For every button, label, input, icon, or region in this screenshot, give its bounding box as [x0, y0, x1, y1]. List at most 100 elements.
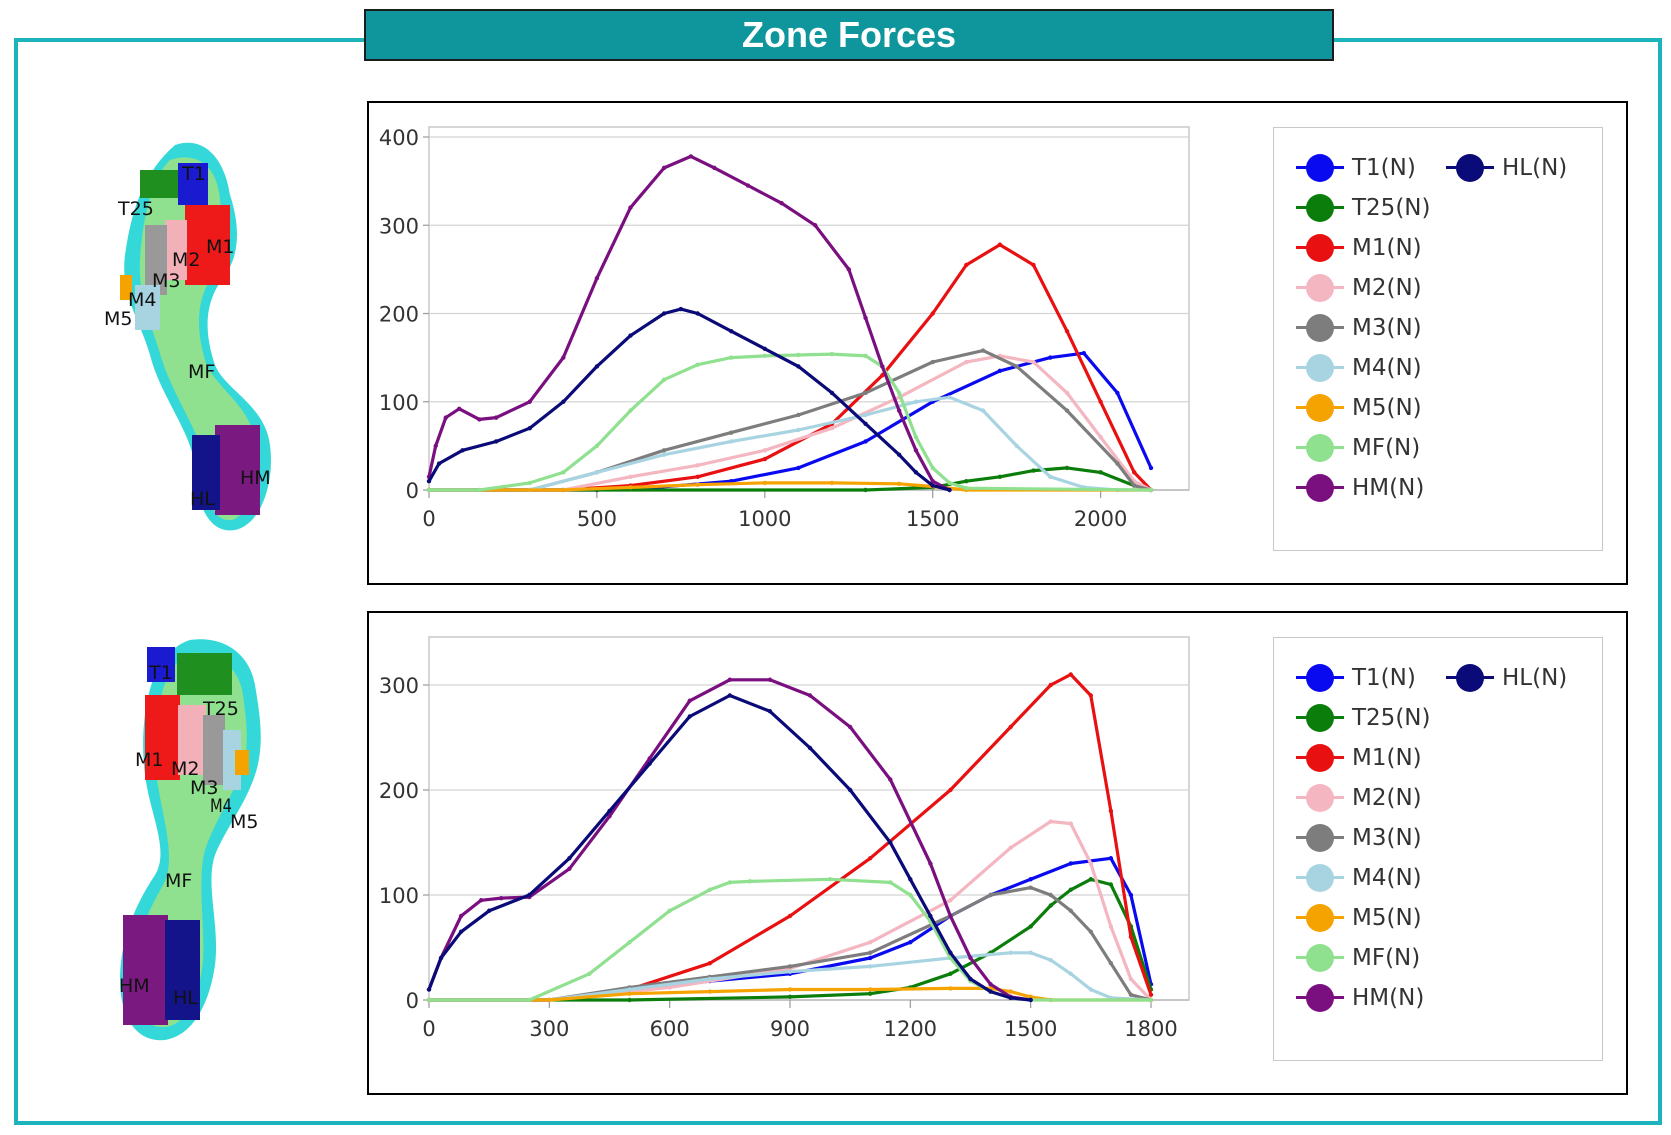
- data-point: [1108, 961, 1114, 966]
- legend-marker-icon: [1296, 703, 1344, 733]
- data-point: [863, 421, 868, 427]
- zone-t1: [147, 647, 175, 682]
- data-point: [1108, 924, 1114, 929]
- data-point: [1148, 487, 1154, 493]
- data-point: [587, 971, 592, 976]
- data-point: [1048, 819, 1053, 824]
- y-tick-label: 200: [379, 303, 419, 327]
- data-point: [948, 986, 953, 991]
- legend-label: M1(N): [1352, 235, 1422, 261]
- legend-item-t1: T1(N): [1296, 663, 1416, 693]
- legend-item-t25: T25(N): [1296, 703, 1430, 733]
- data-point: [829, 426, 835, 431]
- data-point: [707, 989, 712, 994]
- data-point: [499, 895, 504, 901]
- zone-m1: [145, 695, 180, 780]
- data-point: [695, 474, 700, 479]
- zone-hm: [123, 915, 168, 1025]
- zone-label-hm: HM: [119, 975, 150, 997]
- zone-label-hm: HM: [240, 467, 271, 489]
- data-point: [1048, 957, 1053, 963]
- data-point: [1028, 994, 1033, 1000]
- zone-label-mf: MF: [188, 361, 215, 383]
- legend-item-m2: M2(N): [1296, 273, 1422, 303]
- legend-label: M1(N): [1352, 745, 1422, 771]
- data-point: [868, 987, 873, 992]
- zone-label-m5: M5: [230, 811, 258, 833]
- series-line-m5: [427, 986, 1153, 1002]
- data-point: [796, 364, 801, 369]
- data-point: [1008, 845, 1013, 850]
- data-point: [846, 267, 851, 272]
- legend-marker-icon: [1296, 313, 1344, 343]
- data-point: [707, 976, 712, 982]
- data-point: [868, 955, 873, 961]
- data-point: [787, 994, 793, 1000]
- data-point: [1081, 351, 1087, 356]
- data-point: [1148, 997, 1154, 1003]
- series-line-m2: [427, 354, 1153, 492]
- zone-m3: [203, 715, 225, 785]
- legend-label: M3(N): [1352, 825, 1422, 851]
- legend-item-m2: M2(N): [1296, 783, 1422, 813]
- data-point: [1108, 882, 1114, 887]
- data-point: [1068, 971, 1073, 976]
- data-point: [1128, 892, 1134, 898]
- data-point: [443, 415, 448, 420]
- data-point: [968, 955, 973, 961]
- data-point: [928, 861, 933, 866]
- data-point: [661, 377, 667, 382]
- zone-label-m2: M2: [171, 758, 199, 780]
- zone-label-m4: M4: [210, 795, 232, 817]
- data-point: [896, 452, 902, 457]
- data-point: [457, 406, 462, 412]
- series-line-t25: [427, 466, 1153, 492]
- chart-panel-top: 0 100 200 300 400 0 500 1000 1500 2000 T1(N) T25(N…: [367, 101, 1628, 585]
- data-point: [1088, 877, 1094, 882]
- data-point: [762, 346, 768, 351]
- data-point: [880, 373, 885, 378]
- data-point: [661, 452, 667, 457]
- x-tick-label: 1500: [1004, 1017, 1057, 1041]
- data-point: [1148, 465, 1154, 471]
- data-point: [787, 987, 793, 992]
- data-point: [1068, 887, 1073, 892]
- legend-label: M5(N): [1352, 395, 1422, 421]
- data-point: [948, 898, 953, 903]
- data-point: [1088, 861, 1094, 866]
- data-point: [627, 997, 632, 1003]
- y-tick-label: 100: [379, 884, 419, 908]
- x-tick-label: 0: [422, 507, 435, 531]
- data-point: [727, 880, 733, 885]
- data-point: [787, 913, 793, 919]
- legend-item-hl: HL(N): [1446, 663, 1567, 693]
- y-tick-label: 0: [406, 989, 419, 1013]
- data-point: [594, 364, 600, 369]
- data-point: [827, 877, 833, 882]
- data-point: [1048, 903, 1053, 908]
- zone-label-m3: M3: [190, 777, 218, 799]
- data-point: [980, 348, 986, 353]
- data-point: [1031, 262, 1036, 268]
- legend-label: HM(N): [1352, 985, 1425, 1011]
- data-point: [1068, 908, 1073, 913]
- x-tick-label: 500: [577, 507, 617, 531]
- legend-marker-icon: [1446, 153, 1494, 183]
- y-tick-label: 300: [379, 674, 419, 698]
- zone-force-chart-bottom: 0 100 200 300 0 300 600 900 1200 1500 1800: [379, 636, 1190, 1041]
- x-tick-label: 1000: [738, 507, 791, 531]
- data-point: [779, 200, 784, 206]
- zone-label-hl: HL: [190, 488, 215, 510]
- data-point: [812, 223, 818, 228]
- legend-item-mf: MF(N): [1296, 943, 1420, 973]
- data-point: [594, 470, 600, 475]
- data-point: [493, 415, 499, 420]
- data-point: [1064, 465, 1070, 471]
- x-tick-label: 1800: [1124, 1017, 1177, 1041]
- data-point: [930, 465, 935, 471]
- data-point: [567, 856, 572, 861]
- data-point: [863, 412, 868, 418]
- zone-hl: [165, 920, 200, 1020]
- data-point: [426, 987, 432, 992]
- data-point: [1064, 390, 1070, 396]
